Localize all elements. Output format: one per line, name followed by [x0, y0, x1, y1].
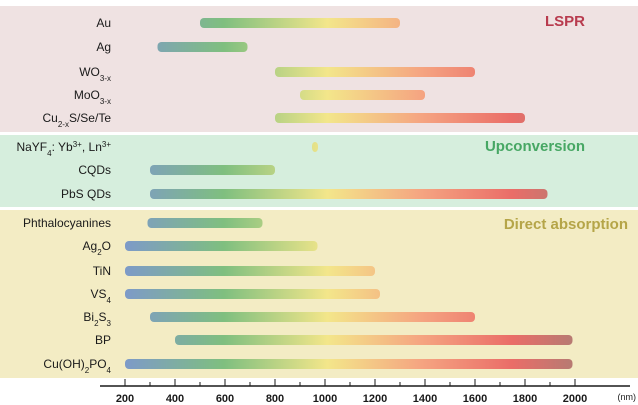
material-label: MoO3-x [74, 88, 111, 106]
material-label: Au [96, 16, 111, 30]
material-label: Cu2-xS/Se/Te [43, 111, 112, 129]
range-bar [150, 189, 548, 199]
material-label: PbS QDs [61, 187, 111, 201]
range-bar [125, 289, 380, 299]
material-label: Phthalocyanines [23, 216, 111, 230]
range-bar [157, 42, 248, 52]
range-bar [125, 359, 573, 369]
x-tick-label: 2000 [563, 393, 587, 405]
group-title: Direct absorption [504, 216, 628, 233]
range-bar [312, 142, 318, 152]
range-bar [147, 218, 263, 228]
material-label: CQDs [78, 163, 111, 177]
material-label: Ag [96, 40, 111, 54]
range-bars [125, 18, 573, 369]
x-tick-label: 800 [266, 393, 284, 405]
x-axis-unit: (nm) [618, 392, 637, 402]
material-label: BP [95, 333, 111, 347]
material-label: Bi2S3 [83, 310, 111, 328]
range-bar [125, 266, 375, 276]
x-tick-label: 200 [116, 393, 134, 405]
range-bar [275, 67, 475, 77]
range-bar [150, 165, 275, 175]
group-titles: LSPR Upconversion Direct absorption [485, 13, 628, 233]
range-bar [275, 113, 525, 123]
material-label: Ag2O [83, 239, 111, 257]
x-tick-label: 1800 [513, 393, 537, 405]
material-label: Cu(OH)2PO4 [43, 357, 111, 375]
material-label: VS4 [91, 287, 112, 305]
group-title: Upconversion [485, 138, 585, 155]
x-tick-label: 1000 [313, 393, 337, 405]
range-bar [125, 241, 318, 251]
material-label: NaYF4: Yb3+, Ln3+ [16, 140, 111, 158]
x-axis: 200 400 600 800 1000 1200 1400 1600 1800 2000 (nm) [100, 379, 636, 405]
x-tick-label: 1600 [463, 393, 487, 405]
range-bar [175, 335, 573, 345]
range-bar [300, 90, 425, 100]
x-tick-label: 400 [166, 393, 184, 405]
group-title: LSPR [545, 13, 585, 30]
range-bar [200, 18, 400, 28]
material-label: TiN [93, 264, 111, 278]
material-label: WO3-x [79, 65, 111, 83]
range-bar [150, 312, 475, 322]
material-labels: Au Ag WO3-x MoO3-x Cu2-xS/Se/Te NaYF4: Yb3+, … [16, 16, 111, 375]
x-tick-label: 1400 [413, 393, 437, 405]
x-tick-label: 600 [216, 393, 234, 405]
x-tick-label: 1200 [363, 393, 387, 405]
